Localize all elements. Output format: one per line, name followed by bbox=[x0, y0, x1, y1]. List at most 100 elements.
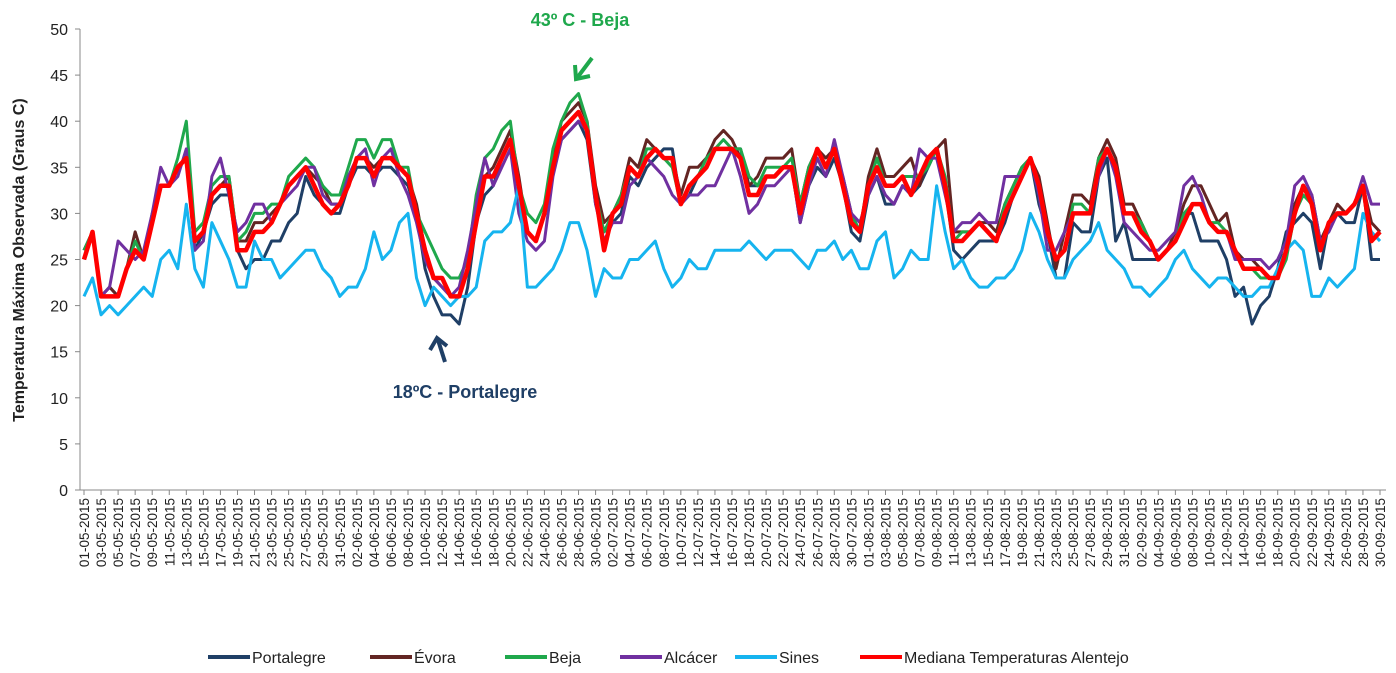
y-axis-title: Temperatura Máxima Observada (Graus C) bbox=[11, 98, 28, 421]
x-tick-label: 07-05-2015 bbox=[128, 498, 143, 567]
y-tick-label: 40 bbox=[50, 114, 68, 131]
x-tick-label: 17-05-2015 bbox=[213, 498, 228, 567]
legend-item: Alcácer bbox=[620, 650, 718, 667]
x-tick-label: 27-05-2015 bbox=[299, 498, 314, 567]
x-tick-label: 05-08-2015 bbox=[896, 498, 911, 567]
legend-label: Beja bbox=[549, 650, 581, 667]
x-tick-label: 06-09-2015 bbox=[1168, 498, 1183, 567]
x-tick-label: 22-06-2015 bbox=[520, 498, 535, 567]
x-tick-label: 02-06-2015 bbox=[350, 498, 365, 567]
x-tick-label: 17-08-2015 bbox=[998, 498, 1013, 567]
x-tick-label: 01-08-2015 bbox=[861, 498, 876, 567]
x-tick-label: 16-07-2015 bbox=[725, 498, 740, 567]
legend-label: Mediana Temperaturas Alentejo bbox=[904, 650, 1129, 667]
x-tick-label: 25-05-2015 bbox=[282, 498, 297, 567]
series-line bbox=[81, 109, 1382, 299]
x-tick-label: 23-08-2015 bbox=[1049, 498, 1064, 567]
x-tick-label: 15-05-2015 bbox=[196, 498, 211, 567]
x-tick-label: 07-08-2015 bbox=[913, 498, 928, 567]
annotation: 18ºC - Portalegre bbox=[393, 382, 538, 402]
x-tick-label: 08-06-2015 bbox=[401, 498, 416, 567]
x-tick-label: 06-07-2015 bbox=[640, 498, 655, 567]
x-tick-label: 16-09-2015 bbox=[1254, 498, 1269, 567]
y-tick-label: 30 bbox=[50, 206, 68, 223]
x-tick-label: 24-06-2015 bbox=[537, 498, 552, 567]
x-tick-label: 22-07-2015 bbox=[776, 498, 791, 567]
x-tick-label: 13-05-2015 bbox=[179, 498, 194, 567]
legend-item: Sines bbox=[735, 650, 819, 667]
x-tick-label: 18-06-2015 bbox=[486, 498, 501, 567]
x-tick-label: 28-07-2015 bbox=[827, 498, 842, 567]
legend-item: Beja bbox=[505, 650, 581, 667]
x-tick-label: 20-09-2015 bbox=[1288, 498, 1303, 567]
x-tick-label: 27-08-2015 bbox=[1083, 498, 1098, 567]
legend-label: Sines bbox=[779, 650, 819, 667]
x-tick-label: 29-08-2015 bbox=[1100, 498, 1115, 567]
y-tick-label: 25 bbox=[50, 253, 68, 270]
y-tick-label: 10 bbox=[50, 391, 68, 408]
x-tick-label: 20-07-2015 bbox=[759, 498, 774, 567]
x-tick-label: 30-07-2015 bbox=[844, 498, 859, 567]
x-tick-label: 03-05-2015 bbox=[94, 498, 109, 567]
y-tick-label: 20 bbox=[50, 299, 68, 316]
x-tick-label: 04-07-2015 bbox=[623, 498, 638, 567]
x-tick-label: 08-07-2015 bbox=[657, 498, 672, 567]
x-tick-label: 30-09-2015 bbox=[1373, 498, 1388, 567]
x-tick-label: 19-08-2015 bbox=[1015, 498, 1030, 567]
x-tick-label: 11-08-2015 bbox=[947, 498, 962, 566]
x-tick-label: 10-07-2015 bbox=[674, 498, 689, 567]
x-tick-label: 16-06-2015 bbox=[469, 498, 484, 567]
x-tick-label: 04-06-2015 bbox=[367, 498, 382, 567]
x-tick-label: 29-05-2015 bbox=[316, 498, 331, 567]
x-tick-label: 26-06-2015 bbox=[554, 498, 569, 567]
x-tick-label: 01-05-2015 bbox=[77, 498, 92, 567]
x-tick-label: 26-09-2015 bbox=[1339, 498, 1354, 567]
x-tick-label: 26-07-2015 bbox=[810, 498, 825, 567]
x-tick-label: 12-06-2015 bbox=[435, 498, 450, 567]
y-tick-label: 0 bbox=[59, 483, 68, 500]
x-tick-label: 10-06-2015 bbox=[418, 498, 433, 567]
x-tick-label: 23-05-2015 bbox=[265, 498, 280, 567]
x-tick-label: 09-08-2015 bbox=[930, 498, 945, 567]
x-tick-label: 14-09-2015 bbox=[1237, 498, 1252, 567]
x-tick-label: 05-05-2015 bbox=[111, 498, 126, 567]
legend-item: Portalegre bbox=[208, 650, 326, 667]
y-tick-label: 15 bbox=[50, 345, 68, 362]
legend-label: Alcácer bbox=[664, 650, 718, 667]
x-tick-label: 10-09-2015 bbox=[1202, 498, 1217, 567]
x-tick-label: 20-06-2015 bbox=[503, 498, 518, 567]
x-tick-label: 18-07-2015 bbox=[742, 498, 757, 567]
x-tick-label: 21-08-2015 bbox=[1032, 498, 1047, 567]
x-tick-label: 09-05-2015 bbox=[145, 498, 160, 567]
legend-item: Évora bbox=[370, 648, 456, 667]
y-tick-label: 50 bbox=[50, 22, 68, 39]
x-tick-label: 19-05-2015 bbox=[230, 498, 245, 567]
x-tick-label: 30-06-2015 bbox=[589, 498, 604, 567]
x-tick-label: 24-07-2015 bbox=[793, 498, 808, 567]
x-tick-label: 04-09-2015 bbox=[1151, 498, 1166, 567]
x-tick-label: 24-09-2015 bbox=[1322, 498, 1337, 567]
x-tick-label: 18-09-2015 bbox=[1271, 498, 1286, 567]
x-tick-label: 02-07-2015 bbox=[606, 498, 621, 567]
y-tick-label: 35 bbox=[50, 160, 68, 177]
x-tick-label: 31-05-2015 bbox=[333, 498, 348, 567]
x-tick-label: 08-09-2015 bbox=[1185, 498, 1200, 567]
legend-label: Évora bbox=[414, 648, 456, 667]
x-tick-label: 15-08-2015 bbox=[981, 498, 996, 567]
x-tick-label: 03-08-2015 bbox=[878, 498, 893, 567]
x-tick-label: 14-06-2015 bbox=[452, 498, 467, 567]
annotation-arrow bbox=[573, 56, 594, 82]
series-line bbox=[82, 92, 1382, 298]
x-tick-label: 13-08-2015 bbox=[964, 498, 979, 567]
x-tick-label: 21-05-2015 bbox=[248, 498, 263, 567]
x-tick-label: 31-08-2015 bbox=[1117, 498, 1132, 567]
y-tick-label: 45 bbox=[50, 68, 68, 85]
annotation-arrow bbox=[428, 334, 449, 363]
x-tick-label: 02-09-2015 bbox=[1134, 498, 1149, 567]
legend-label: Portalegre bbox=[252, 650, 326, 667]
x-tick-label: 12-07-2015 bbox=[691, 498, 706, 567]
x-tick-label: 28-06-2015 bbox=[572, 498, 587, 567]
y-tick-label: 5 bbox=[59, 437, 68, 454]
x-tick-label: 22-09-2015 bbox=[1305, 498, 1320, 567]
